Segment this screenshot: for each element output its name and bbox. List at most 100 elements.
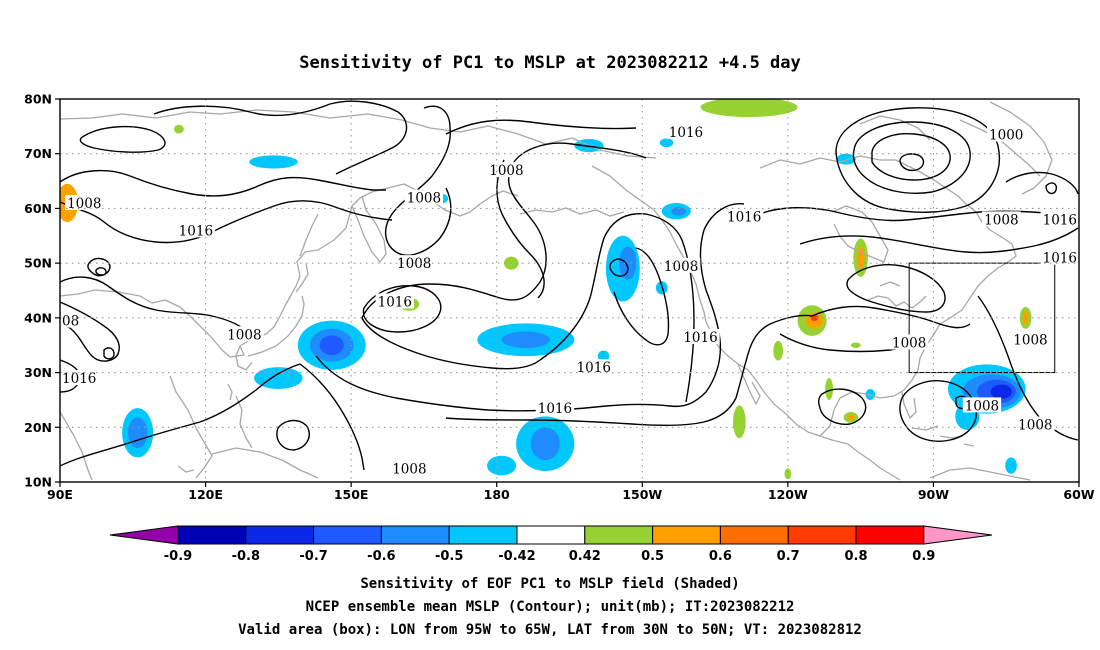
contour-west-mid-ring [103,347,115,360]
contour-label-background [404,189,444,205]
colorbar-swatch [448,525,518,545]
contour-label-background [574,359,613,375]
contour-aleutian-trough [496,159,545,299]
contour-label-background [375,293,415,309]
contour-label-background [661,257,701,273]
colorbar-label: 0.8 [844,549,867,564]
contour-northeast-loop [735,314,813,399]
contour-label: 1016 [179,223,213,239]
longitude-tick-label: 120W [768,487,808,502]
colorbar-label: -0.5 [435,549,463,564]
contour-north-america-trough [811,305,971,329]
colorbar-label: 0.42 [569,549,601,564]
coastline-korea [235,345,253,371]
shaded-area [597,350,610,362]
latitude-tick-label: 20N [24,420,52,435]
shaded-area [1005,457,1017,474]
latitude-tick-label: 70N [24,146,52,161]
coastline-japan [247,263,309,357]
contour-siberia-loop [79,125,166,153]
colorbar-swatch [652,525,721,545]
contour-pacific-small-loop [276,419,310,451]
coastline-great-lakes [867,281,927,309]
contour-label: 1008 [227,327,261,343]
contour-pacific-lower [361,317,541,370]
longitude-tick-label: 150W [622,487,662,502]
contour-1016-right [605,203,745,408]
shaded-area [659,138,674,148]
coastline-india [60,411,93,481]
contour-west-mid-b [60,301,120,362]
coastline-gulf-mexico [819,333,935,437]
contour-greenland-1008 [759,207,1079,222]
contour-label: 1008 [489,163,523,179]
colorbar-label: -0.42 [498,549,535,564]
colorbar-label: -0.6 [367,549,395,564]
map-panel: 1008 1016 1016 08 1008 1008 1008 1016 1008 1016 10… [24,92,1095,503]
contour-label-background [962,397,1002,413]
contour-label: 1008 [1018,418,1052,434]
shaded-area [254,367,303,389]
contour-label: 1008 [1013,333,1047,349]
colorbar-labels: -0.9 -0.8 -0.7 -0.6 -0.5 -0.42 0.42 0.5 0.6 0.7 0.… [164,549,936,564]
colorbar-swatch [245,525,315,545]
contour-pacific-gyre [361,142,647,319]
contour-label: 1008 [892,335,926,351]
contour-label: 1016 [669,125,703,141]
shaded-area [856,246,865,269]
contour-kamchatka-loop [362,285,442,333]
contour-label-background [1040,211,1079,227]
contour-label-background [1011,331,1050,347]
contour-gulf-alaska-low [609,258,629,277]
axis-ticks [55,98,1080,487]
colorbar-swatch [177,525,247,545]
contour-label: 1000 [989,128,1023,144]
contour-label-background [1040,249,1079,265]
contour-label-background [225,326,264,342]
caption-line-1: Sensitivity of EOF PC1 to MSLP field (Sh… [360,576,739,592]
shaded-area [1022,311,1029,325]
shaded-area [501,331,551,348]
colorbar-right-triangle [923,525,993,545]
contour-label: 1016 [62,371,96,387]
coastline-sakhalin [299,213,319,257]
coastline-taiwan [227,383,233,401]
latitude-tick-label: 40N [24,310,52,325]
longitude-tick-label: 90E [47,487,73,502]
shaded-area [784,468,792,480]
coastline-north-america-west [705,321,859,453]
colorbar-label: 0.7 [777,549,800,564]
shaded-area [850,342,861,348]
latitude-axis-labels: 80N 70N 60N 50N 40N 30N 20N 10N [24,92,52,490]
contour-atlantic-east [977,295,1079,441]
coastline-florida [901,391,917,419]
coastline-aleutians [519,207,625,217]
contour-label-background [60,312,82,328]
latitude-tick-label: 30N [24,365,52,380]
caption-line-2: NCEP ensemble mean MSLP (Contour); unit(… [306,599,795,615]
contour-kamchatka-low [385,105,452,256]
contour-far-east-upper [1005,171,1079,195]
contour-label-background [681,329,720,345]
contour-label-background [65,194,104,210]
contour-upper-ridge [153,100,408,175]
colorbar-swatch [380,525,450,545]
contour-subtropical-high [613,247,670,346]
contour-north-pacific-upper [445,119,637,135]
latitude-tick-label: 50N [24,256,52,271]
coastline-south-america [929,467,1031,481]
colorbar [109,525,993,545]
figure-title: Sensitivity of PC1 to MSLP at 2023082212… [299,53,801,73]
shaded-area [825,378,833,400]
colorbar-label: -0.8 [232,549,260,564]
colorbar-label: 0.5 [641,549,664,564]
contour-label: 1008 [407,190,441,206]
coastline-north-america-east [895,159,1017,335]
contour-label-background [666,123,706,139]
coastline-alaska [591,165,707,323]
contour-label: 08 [62,314,79,330]
shaded-area [990,384,1013,399]
contour-greenland-low-core [899,153,925,172]
contour-label-background [535,400,575,416]
longitude-axis-labels: 90E 120E 150E 180 150W 120W 90W 60W [47,487,1095,502]
